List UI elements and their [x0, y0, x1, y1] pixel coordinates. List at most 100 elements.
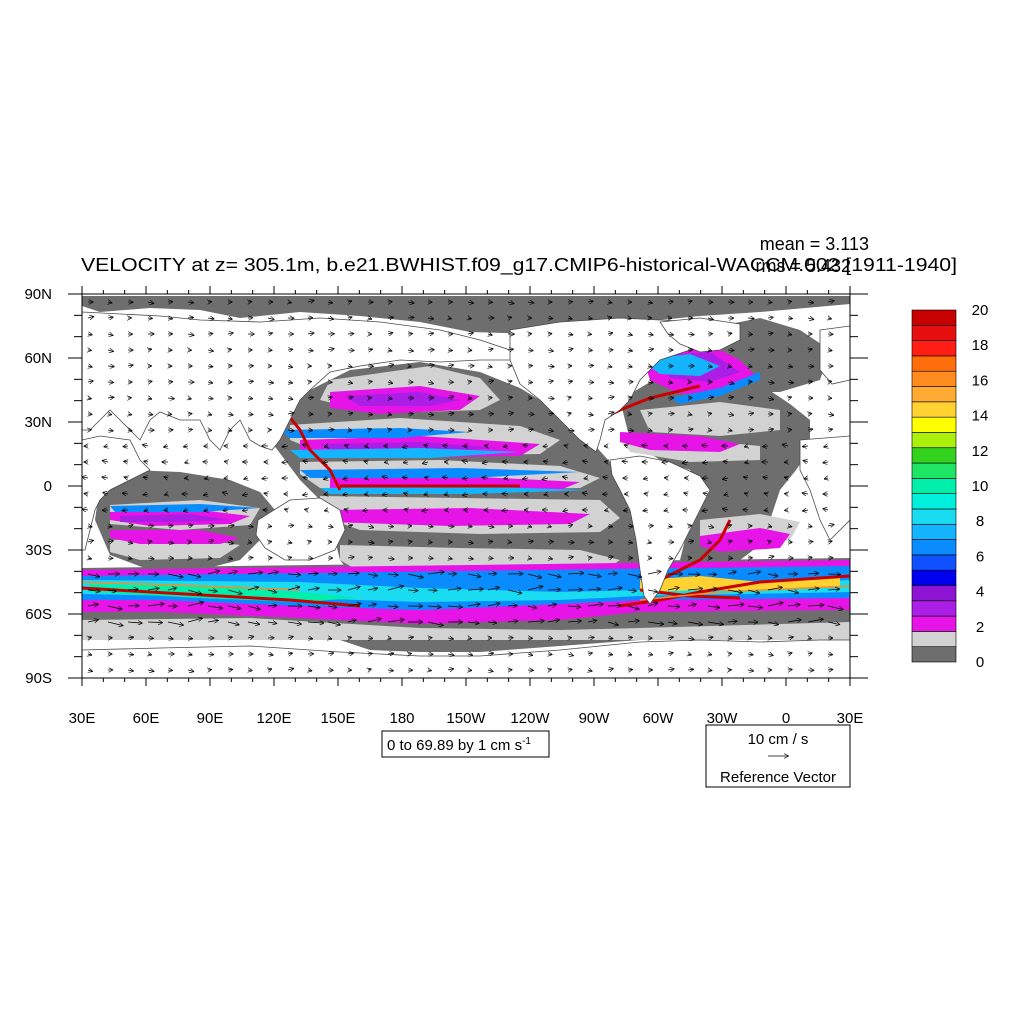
velocity-arrow — [447, 669, 453, 670]
velocity-arrow — [248, 670, 252, 671]
velocity-arrow — [387, 317, 393, 318]
velocity-arrow — [803, 510, 809, 511]
velocity-arrow — [188, 398, 191, 399]
velocity-arrow — [567, 573, 583, 574]
land-masses — [82, 311, 850, 678]
velocity-arrow — [727, 604, 743, 606]
velocity-arrow — [727, 590, 742, 593]
x-tick-label: 150E — [320, 710, 355, 727]
velocity-arrow — [167, 588, 176, 590]
velocity-arrow — [143, 445, 149, 446]
velocity-arrow — [745, 493, 748, 494]
velocity-arrow — [747, 318, 754, 319]
velocity-arrow — [287, 430, 294, 431]
velocity-arrow — [148, 541, 152, 542]
velocity-arrow — [627, 605, 639, 609]
velocity-arrow — [124, 461, 128, 462]
velocity-arrow — [727, 414, 733, 415]
velocity-arrow — [707, 588, 717, 590]
x-tick-label: 150W — [446, 710, 486, 727]
velocity-arrow — [747, 397, 753, 398]
velocity-arrow — [188, 638, 192, 639]
velocity-arrow — [528, 558, 531, 559]
velocity-arrow — [167, 542, 173, 543]
velocity-arrow — [207, 620, 218, 622]
velocity-arrow — [185, 462, 188, 463]
velocity-arrow — [647, 654, 652, 655]
velocity-arrow — [668, 382, 672, 383]
velocity-arrow — [447, 365, 453, 366]
velocity-arrow — [724, 461, 729, 462]
velocity-arrow — [127, 365, 133, 366]
velocity-arrow — [487, 526, 493, 527]
velocity-arrow — [207, 654, 213, 655]
velocity-arrow — [225, 461, 228, 462]
velocity-arrow — [768, 526, 771, 527]
velocity-arrow — [307, 573, 318, 574]
velocity-arrow — [287, 349, 292, 350]
velocity-arrow — [123, 446, 129, 447]
colorbar-label: 6 — [976, 548, 984, 565]
colorbar-swatch — [911, 432, 957, 449]
velocity-arrow — [807, 302, 813, 303]
velocity-arrow — [307, 397, 313, 398]
velocity-arrow — [347, 573, 359, 574]
velocity-arrow — [828, 541, 832, 542]
velocity-arrow — [127, 622, 142, 623]
velocity-arrow — [787, 620, 801, 622]
velocity-arrow — [808, 653, 812, 654]
y-tick-label: 0 — [44, 478, 52, 495]
velocity-arrow — [305, 509, 308, 510]
colorbar-label: 18 — [972, 337, 989, 354]
velocity-arrow — [227, 571, 237, 574]
velocity-arrow — [207, 606, 222, 608]
velocity-arrow — [667, 622, 677, 624]
velocity-arrow — [508, 397, 512, 398]
velocity-arrow — [584, 478, 588, 479]
velocity-arrow — [767, 654, 773, 655]
velocity-arrow — [687, 541, 693, 542]
velocity-arrow — [467, 589, 483, 590]
velocity-arrow — [563, 462, 569, 463]
velocity-arrow — [568, 381, 572, 382]
y-tick-label: 30S — [25, 542, 52, 559]
velocity-arrow — [547, 350, 553, 351]
velocity-arrow — [467, 558, 473, 559]
velocity-arrow — [687, 429, 693, 430]
velocity-arrow — [282, 446, 289, 447]
velocity-arrow — [728, 653, 731, 654]
velocity-arrow — [567, 349, 573, 350]
velocity-arrow — [608, 302, 612, 303]
velocity-arrow — [228, 637, 232, 638]
velocity-arrow — [642, 445, 649, 446]
y-axis-tick-labels: 90N 60N 30N 0 30S 60S 90S — [24, 286, 52, 687]
velocity-arrow — [267, 605, 276, 606]
velocity-arrow — [347, 557, 354, 558]
velocity-arrow — [227, 589, 242, 594]
velocity-arrow — [407, 317, 414, 318]
velocity-arrow — [443, 445, 449, 446]
velocity-arrow — [288, 302, 291, 303]
velocity-arrow — [127, 589, 138, 590]
velocity-arrow — [88, 637, 91, 638]
chart-title: VELOCITY at z= 305.1m, b.e21.BWHIST.f09_… — [81, 255, 957, 276]
velocity-arrow — [648, 542, 651, 543]
velocity-arrow — [127, 670, 133, 671]
velocity-arrow — [488, 334, 492, 335]
velocity-arrow — [788, 526, 791, 527]
velocity-arrow — [624, 510, 628, 511]
velocity-arrow — [765, 510, 768, 511]
velocity-arrow — [307, 606, 320, 608]
velocity-arrow — [227, 622, 239, 625]
velocity-arrow — [102, 477, 109, 478]
velocity-arrow — [107, 366, 114, 367]
velocity-arrow — [268, 541, 271, 542]
velocity-arrow — [427, 333, 433, 334]
velocity-arrow — [628, 318, 631, 319]
velocity-arrow — [148, 381, 152, 382]
velocity-arrow — [148, 398, 151, 399]
velocity-arrow — [87, 574, 99, 577]
velocity-arrow — [164, 477, 168, 478]
velocity-arrow — [407, 590, 418, 591]
